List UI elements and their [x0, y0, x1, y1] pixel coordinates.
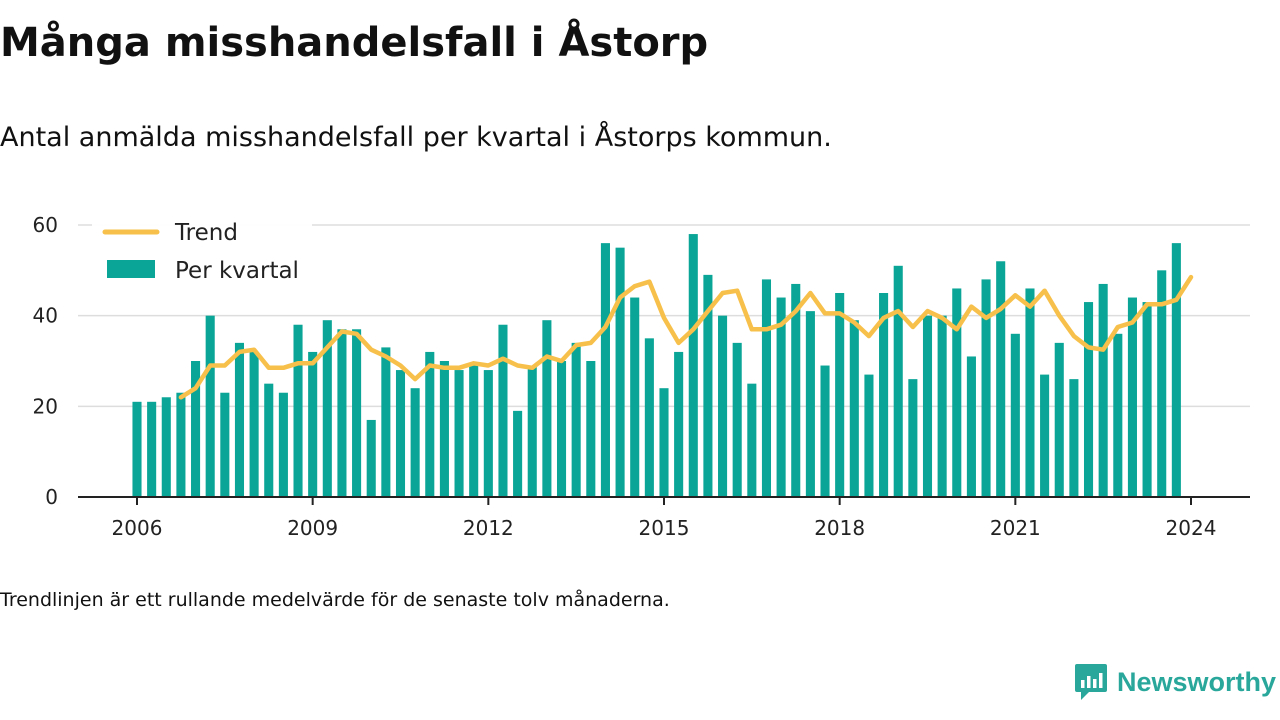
bar: [981, 279, 991, 497]
bar: [1127, 297, 1137, 497]
bar: [600, 243, 610, 497]
chart-title: Många misshandelsfall i Åstorp: [0, 20, 709, 66]
bar: [1157, 270, 1167, 497]
bar: [556, 361, 567, 497]
bar: [659, 388, 669, 497]
bar: [1171, 243, 1181, 497]
bar: [996, 261, 1006, 497]
x-tick-label: 2009: [287, 516, 338, 540]
y-tick-label: 60: [33, 213, 58, 237]
bar: [454, 370, 464, 497]
bar: [322, 320, 332, 497]
bar: [1083, 302, 1094, 497]
bar: [879, 293, 889, 497]
brand-logo: Newsworthy: [1073, 662, 1276, 702]
trend-line-group: [178, 274, 1194, 400]
x-tick-label: 2018: [814, 516, 865, 540]
bar: [732, 342, 742, 497]
bar: [1113, 333, 1123, 497]
x-tick-label: 2024: [1166, 516, 1217, 540]
bar: [381, 347, 391, 497]
bar: [527, 365, 537, 497]
bar: [147, 401, 157, 497]
bar: [293, 324, 303, 497]
bar: [922, 315, 933, 497]
bar: [791, 283, 801, 497]
bar: [395, 370, 406, 497]
bar: [220, 392, 230, 497]
bars: [132, 234, 1181, 498]
bar: [278, 392, 288, 497]
bar: [161, 397, 171, 497]
bar: [1010, 333, 1020, 497]
x-tick-label: 2006: [112, 516, 163, 540]
brand-name: Newsworthy: [1116, 666, 1276, 697]
bar: [966, 356, 976, 497]
bar: [615, 247, 625, 497]
bar: [805, 311, 815, 497]
bar: [176, 392, 186, 497]
x-tick-label: 2015: [639, 516, 690, 540]
bar: [513, 410, 523, 497]
trend-line: [178, 274, 1194, 400]
bar: [1025, 288, 1035, 497]
bar: [747, 383, 757, 497]
bar: [191, 361, 201, 497]
bar: [849, 320, 859, 497]
y-tick-label: 40: [33, 304, 58, 328]
bar: [674, 351, 684, 497]
bar: [688, 234, 698, 498]
bar: [571, 342, 581, 497]
bar: [264, 383, 274, 497]
bar: [337, 329, 347, 497]
bar: [893, 265, 903, 497]
bar: [234, 342, 245, 497]
bar: [483, 370, 493, 497]
bar: [586, 361, 596, 497]
bar: [761, 279, 772, 497]
bar: [1098, 283, 1108, 497]
x-tick-label: 2012: [463, 516, 514, 540]
bar: [908, 379, 918, 497]
x-tick-label: 2021: [990, 516, 1041, 540]
bar: [132, 401, 142, 497]
bar: [952, 288, 962, 497]
bar: [644, 338, 654, 497]
bar: [249, 351, 259, 497]
bar: [1069, 379, 1079, 497]
legend-bar-swatch: [107, 260, 155, 278]
newsworthy-logo-icon: [1074, 664, 1107, 700]
bar: [718, 315, 728, 497]
bar: [835, 293, 845, 497]
bar: [703, 274, 713, 497]
bar: [410, 388, 420, 497]
bar: [820, 365, 830, 497]
axes: 0 20 40 60 2006 2009 2012 2015 2018 2021 2024: [33, 213, 1250, 540]
y-tick-label: 20: [33, 394, 58, 418]
bar: [937, 315, 947, 497]
y-tick-label: 0: [45, 485, 58, 509]
legend-bar-label: Per kvartal: [175, 258, 299, 284]
legend-background: [92, 214, 312, 294]
bar: [366, 419, 376, 497]
bar: [1054, 342, 1064, 497]
bar: [630, 297, 640, 497]
bar: [469, 365, 479, 497]
legend-trend-label: Trend: [174, 220, 238, 246]
bar: [352, 329, 362, 497]
bar: [498, 324, 508, 497]
chart-subtitle: Antal anmälda misshandelsfall per kvarta…: [0, 122, 832, 153]
bar-chart: 0 20 40 60 2006 2009 2012 2015 2018 2021 2024 Tren…: [33, 213, 1250, 540]
bar: [439, 361, 449, 497]
bar: [425, 351, 435, 497]
bar: [1040, 374, 1050, 497]
bar: [864, 374, 874, 497]
bar: [1142, 302, 1152, 497]
legend: Trend Per kvartal: [92, 214, 312, 294]
footnote: Trendlinjen är ett rullande medelvärde f…: [0, 589, 670, 611]
bar: [205, 315, 215, 497]
bar: [308, 351, 318, 497]
bar: [776, 297, 786, 497]
bar: [542, 320, 552, 497]
